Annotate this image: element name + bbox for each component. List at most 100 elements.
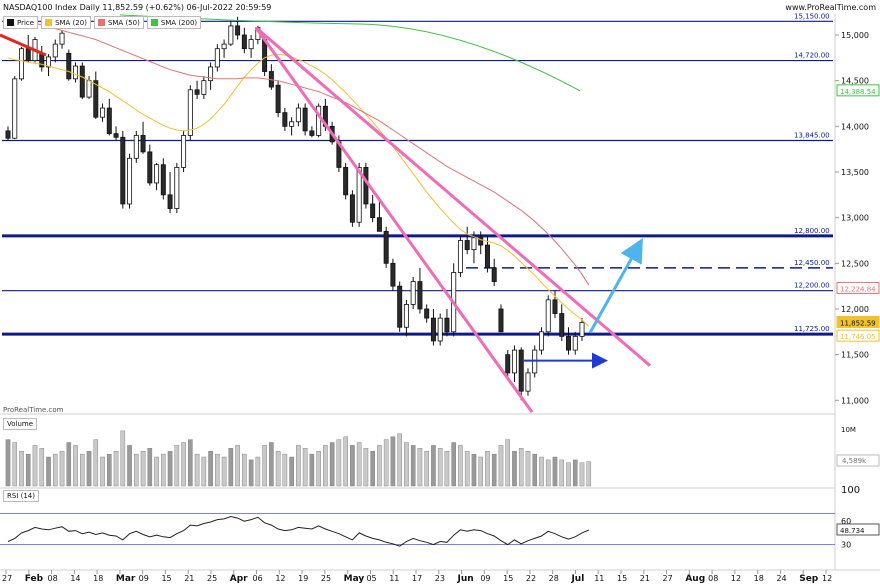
sma200-line [119,14,581,92]
volume-bar [161,453,166,487]
rsi-pane-label[interactable]: RSI (14) [3,490,39,502]
rsi-label: RSI (14) [7,492,35,500]
candle-body [417,281,423,310]
candle [559,304,565,341]
candle-body [538,331,544,351]
volume-bar [154,456,159,487]
candle-body [316,105,322,136]
candle-body [194,89,200,95]
candle-body [457,240,463,273]
rsi-tick-label: 60 [841,517,851,526]
volume-bar [478,456,483,487]
value-badge-box [836,281,880,294]
candle-body [491,267,497,282]
volume-bar [350,445,355,487]
x-axis-label: 28 [549,574,559,583]
candle [194,80,200,99]
candle [221,39,227,58]
x-axis-label: Jun [457,574,474,584]
candle-body [127,157,133,205]
candle [505,350,511,378]
x-axis-label: 12 [731,574,741,583]
rsi-badge-label: 48.734 [840,527,865,535]
x-axis-label: 12 [822,574,832,583]
value-badge-label: 12,224.84 [840,285,876,293]
legend-item-sma200[interactable]: SMA (200) [146,16,202,29]
candle [566,327,571,355]
volume-bar [86,451,92,487]
candle-body [370,203,376,219]
candle-body [397,285,403,328]
candle [214,44,220,72]
candle [120,130,126,209]
candle [59,30,65,49]
candle-body [113,133,119,138]
volume-bar [498,445,504,487]
volume-bar [12,442,18,487]
candle [282,108,288,131]
pink-trendline [255,26,651,367]
candle-body [430,317,436,342]
volume-bar [397,433,402,487]
candle-body [214,48,220,68]
candle-body [79,65,85,98]
value-badge-box [836,329,880,342]
candle [174,162,180,214]
volume-bar [127,445,132,487]
volume-bar [336,439,342,487]
volume-bar [410,445,416,487]
legend-item-sma20[interactable]: SMA (20) [41,16,91,29]
price-tick-label: 12,000 [841,305,869,314]
volume-bar [25,453,31,487]
volume-bar [73,445,78,487]
rsi-tick-label: 100 [841,485,860,496]
volume-bar [181,442,186,487]
candle-body [572,335,578,351]
volume-bar [215,453,220,487]
candle-body [484,244,490,269]
volume-bar [140,451,146,487]
volume-bar [107,453,112,487]
sma20-line [7,53,590,327]
candle [154,162,160,191]
volume-bar [167,451,173,487]
candle-body [410,281,416,305]
candle [343,162,349,200]
volume-bar [559,459,565,487]
volume-bar [518,448,524,487]
value-badge: 11,852.59 [836,315,880,328]
volume-pane-label[interactable]: Volume [3,418,38,430]
candle-body [147,151,153,184]
legend-item-sma50[interactable]: SMA (50) [93,16,144,29]
rsi-line [7,515,589,547]
candle-body [120,136,126,205]
legend-item-price[interactable]: Price [3,16,39,29]
volume-bar [221,456,227,487]
candle [518,347,524,401]
candle-body [167,194,173,209]
candle [295,103,301,127]
level-label: 12,800.00 [794,227,830,235]
x-axis-label: 09 [480,574,490,583]
candle-body [248,39,254,50]
candle [417,267,423,314]
candle-body [133,135,139,159]
sma20-swatch [45,19,53,26]
volume-bar [451,442,456,487]
x-axis-label: 11 [389,574,399,583]
candle-body [302,107,308,132]
candle [579,318,585,341]
brand-link[interactable]: www.ProRealTime.com [785,3,876,12]
candle-body [73,65,79,80]
x-axis-label: 21 [640,574,650,583]
volume-bar [46,456,51,487]
candle-body [498,308,504,333]
candle-body [356,167,362,223]
legend-label: SMA (50) [107,18,140,27]
candle [457,235,463,278]
x-axis-label: Feb [25,574,44,584]
volume-bar [134,453,139,487]
volume-bar [417,448,423,487]
candle [201,76,207,99]
